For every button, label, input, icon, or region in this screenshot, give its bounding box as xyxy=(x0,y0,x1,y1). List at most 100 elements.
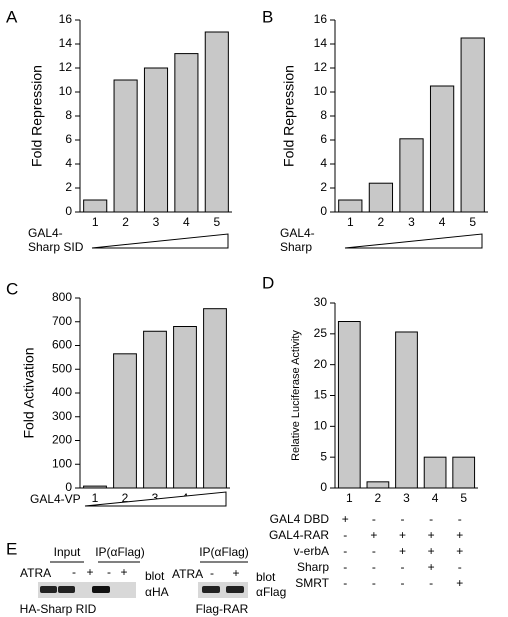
group-label: Input xyxy=(54,545,81,559)
y-tick-label: 12 xyxy=(314,60,328,74)
table-cell: - xyxy=(372,576,376,590)
y-tick-label: 10 xyxy=(314,84,328,98)
y-tick-label: 12 xyxy=(59,60,73,74)
table-cell: - xyxy=(343,560,347,574)
sample-label: HA-Sharp RID xyxy=(20,602,97,616)
table-cell: + xyxy=(428,560,435,574)
bar xyxy=(395,331,418,489)
bar xyxy=(452,456,476,489)
x-tick-label: 2 xyxy=(122,215,129,229)
panel-letter: D xyxy=(262,273,274,292)
sample-label: Flag-RAR xyxy=(196,602,249,616)
y-axis-title: Fold Activation xyxy=(21,347,37,438)
y-tick-label: 6 xyxy=(320,132,327,146)
y-tick-label: 8 xyxy=(320,108,327,122)
dose-wedge xyxy=(91,233,229,249)
x-tick-label: 2 xyxy=(122,491,129,505)
x-tick-label: 1 xyxy=(92,215,99,229)
bar xyxy=(113,79,138,213)
bar xyxy=(366,481,390,489)
table-cell: - xyxy=(401,560,405,574)
group-label: IP(αFlag) xyxy=(95,545,145,559)
x-axis-title: Sharp SID xyxy=(28,240,84,254)
row-label: v-erbA xyxy=(294,544,329,558)
bar xyxy=(173,326,197,489)
sign: - xyxy=(107,565,111,579)
bar xyxy=(113,353,137,489)
x-axis-title: GAL4-VP xyxy=(30,492,81,506)
y-axis-title: Fold Repression xyxy=(29,65,45,167)
antibody-label: αFlag xyxy=(256,585,286,599)
bar xyxy=(460,37,485,213)
x-tick-label: 1 xyxy=(346,491,353,505)
treatment-label: ATRA xyxy=(20,566,51,580)
y-tick-label: 100 xyxy=(52,456,72,470)
table-cell: - xyxy=(372,560,376,574)
y-tick-label: 5 xyxy=(320,449,327,463)
treatment-label: ATRA xyxy=(172,567,203,581)
bar xyxy=(143,330,167,489)
panel-letter: E xyxy=(6,539,17,558)
bar xyxy=(83,199,108,213)
table-cell: - xyxy=(458,512,462,526)
blot-label: blot xyxy=(145,569,165,583)
y-tick-label: 700 xyxy=(52,314,72,328)
x-tick-label: 5 xyxy=(213,215,220,229)
x-tick-label: 3 xyxy=(408,215,415,229)
panel-letter: B xyxy=(262,7,273,26)
y-tick-label: 10 xyxy=(314,419,328,433)
y-tick-label: 14 xyxy=(59,36,73,50)
bar xyxy=(429,85,455,213)
bar xyxy=(423,456,447,489)
y-tick-label: 200 xyxy=(52,433,72,447)
bar xyxy=(83,485,107,489)
y-tick-label: 400 xyxy=(52,385,72,399)
dose-wedge xyxy=(84,491,227,507)
y-tick-label: 4 xyxy=(320,156,327,170)
x-axis-title: GAL4- xyxy=(280,226,315,240)
table-cell: - xyxy=(372,512,376,526)
sign: + xyxy=(232,566,239,580)
y-axis-title: Fold Repression xyxy=(281,65,297,167)
y-tick-label: 15 xyxy=(314,388,328,402)
table-cell: + xyxy=(428,544,435,558)
sign: + xyxy=(120,565,127,579)
x-tick-label: 1 xyxy=(347,215,354,229)
table-cell: + xyxy=(428,528,435,542)
x-tick-label: 2 xyxy=(375,491,382,505)
y-tick-label: 6 xyxy=(65,132,72,146)
sign: - xyxy=(210,566,214,580)
bar xyxy=(337,321,361,489)
table-cell: - xyxy=(458,560,462,574)
table-cell: - xyxy=(343,528,347,542)
y-tick-label: 0 xyxy=(320,480,327,494)
x-axis-title: GAL4- xyxy=(28,226,63,240)
x-tick-label: 4 xyxy=(439,215,446,229)
table-cell: - xyxy=(429,576,433,590)
table-cell: + xyxy=(370,528,377,542)
blot-label: blot xyxy=(256,570,276,584)
y-tick-label: 2 xyxy=(320,180,327,194)
x-tick-label: 1 xyxy=(92,491,99,505)
table-cell: + xyxy=(456,576,463,590)
table-cell: - xyxy=(343,576,347,590)
table-cell: + xyxy=(456,528,463,542)
bar xyxy=(203,308,227,489)
antibody-label: αHA xyxy=(145,585,169,599)
table-cell: + xyxy=(399,544,406,558)
y-tick-label: 800 xyxy=(52,290,72,304)
y-tick-label: 300 xyxy=(52,409,72,423)
y-tick-label: 16 xyxy=(59,12,73,26)
y-tick-label: 25 xyxy=(314,326,328,340)
y-tick-label: 4 xyxy=(65,156,72,170)
sign: + xyxy=(86,565,93,579)
y-tick-label: 0 xyxy=(65,204,72,218)
row-label: Sharp xyxy=(297,560,329,574)
dose-wedge xyxy=(344,233,483,249)
bar xyxy=(174,53,199,213)
y-tick-label: 20 xyxy=(314,357,328,371)
blot-band xyxy=(92,586,110,593)
y-tick-label: 500 xyxy=(52,361,72,375)
